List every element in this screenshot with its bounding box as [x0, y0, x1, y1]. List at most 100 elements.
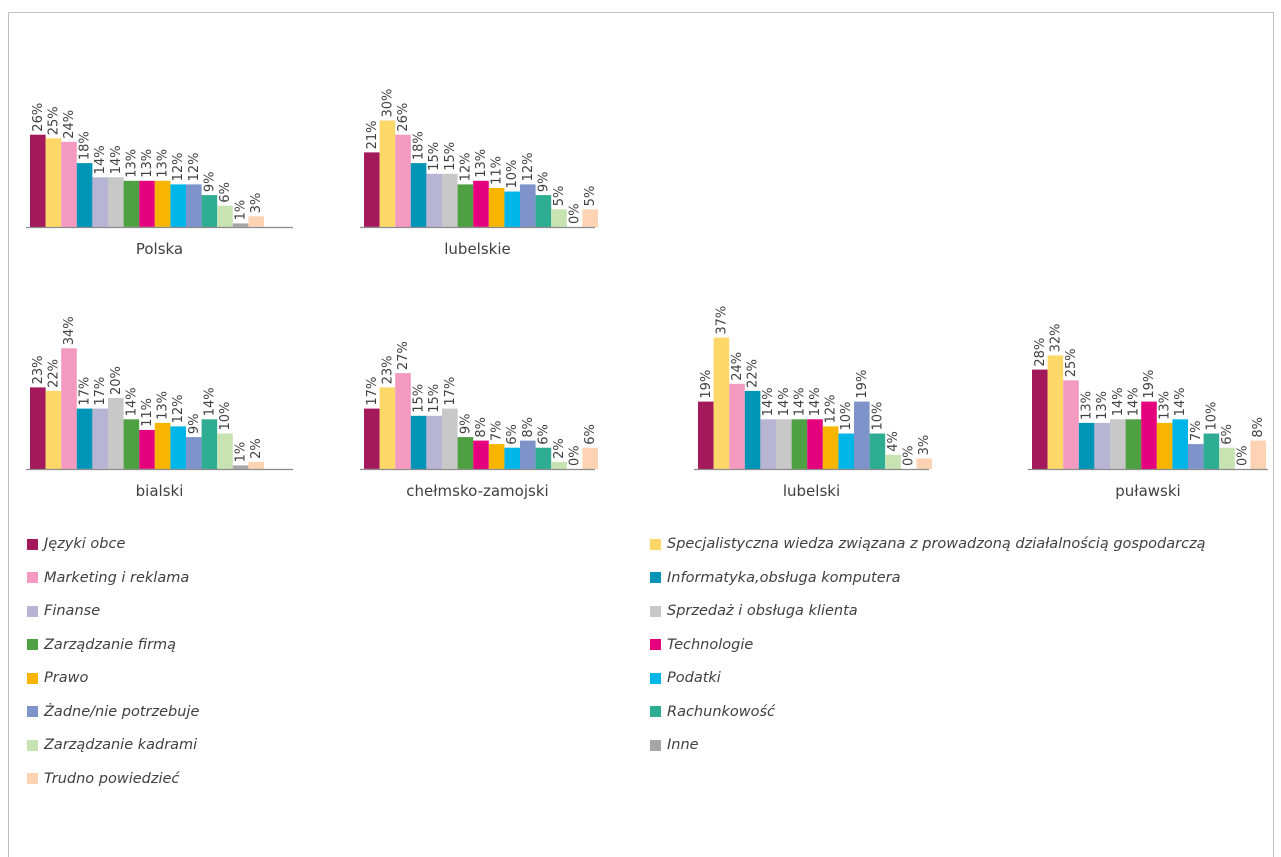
data-label: 13% — [1095, 391, 1110, 420]
data-label: 1% — [234, 442, 249, 463]
data-label: 8% — [474, 417, 489, 438]
data-label: 1% — [234, 200, 249, 221]
bar-specjalistyczna-wiedza-zwiazana-z-prowadzona-dzialalnoscia-gospodarcza — [379, 120, 396, 227]
bar-zarzadzanie-kadrami — [551, 461, 567, 469]
data-label: 9% — [187, 413, 202, 434]
data-label: 30% — [380, 89, 395, 118]
bar-zadne-nie-potrzebuje — [186, 437, 202, 469]
bar-trudno-powiedziec — [582, 209, 598, 228]
bar-zarzadzanie-kadrami — [217, 205, 233, 227]
data-label: 25% — [46, 106, 61, 135]
bar-informatyka-obsluga-komputera — [410, 415, 427, 470]
bar-rachunkowosc — [869, 433, 886, 469]
bar-sprzedaz-i-obsluga-klienta — [108, 177, 124, 227]
data-label: 25% — [1064, 348, 1079, 377]
bar-specjalistyczna-wiedza-zwiazana-z-prowadzona-dzialalnoscia-gospodarcza — [45, 138, 62, 228]
bar-jezyki-obce — [1032, 369, 1048, 469]
bar-marketing-i-reklama — [61, 141, 77, 227]
bar-marketing-i-reklama — [395, 373, 411, 469]
data-label: 18% — [78, 131, 93, 160]
data-label: 14% — [777, 387, 792, 416]
bar-specjalistyczna-wiedza-zwiazana-z-prowadzona-dzialalnoscia-gospodarcza — [713, 337, 730, 469]
data-label: 14% — [202, 387, 217, 416]
data-label: 26% — [396, 103, 411, 132]
data-label: 19% — [1142, 370, 1157, 399]
data-label: 0% — [1236, 445, 1251, 466]
chart-frame — [8, 12, 1274, 857]
bar-podatki — [838, 433, 854, 469]
data-label: 12% — [521, 152, 536, 181]
category-label: bialski — [136, 482, 184, 500]
bar-zarzadzanie-firma — [457, 437, 474, 469]
data-label: 13% — [124, 149, 139, 178]
data-label: 14% — [1111, 387, 1126, 416]
bar-zarzadzanie-firma — [1125, 419, 1142, 469]
bar-technologie — [1141, 401, 1157, 470]
data-label: 10% — [505, 160, 520, 189]
data-label: 6% — [536, 424, 551, 445]
bar-zarzadzanie-firma — [123, 180, 140, 227]
bar-prawo — [488, 444, 505, 469]
bar-podatki — [504, 191, 520, 227]
data-label: 19% — [699, 370, 714, 399]
data-label: 14% — [124, 387, 139, 416]
data-label: 20% — [109, 366, 124, 395]
data-label: 23% — [380, 355, 395, 384]
bar-specjalistyczna-wiedza-zwiazana-z-prowadzona-dzialalnoscia-gospodarcza — [379, 387, 396, 469]
data-label: 22% — [746, 359, 761, 388]
data-label: 10% — [839, 402, 854, 431]
bar-technologie — [473, 180, 489, 227]
data-label: 11% — [490, 156, 505, 185]
data-label: 32% — [1048, 323, 1063, 352]
data-label: 27% — [396, 341, 411, 370]
data-label: 15% — [443, 142, 458, 171]
data-label: 26% — [31, 103, 46, 132]
data-label: 24% — [730, 352, 745, 381]
category-label: puławski — [1115, 482, 1180, 500]
data-label: 17% — [443, 377, 458, 406]
data-label: 17% — [365, 377, 380, 406]
bar-prawo — [1156, 422, 1173, 469]
bar-informatyka-obsluga-komputera — [76, 408, 93, 469]
bar-trudno-powiedziec — [248, 216, 264, 227]
data-label: 12% — [824, 394, 839, 423]
category-label: lubelski — [783, 482, 840, 500]
bar-sprzedaz-i-obsluga-klienta — [442, 173, 458, 228]
bar-sprzedaz-i-obsluga-klienta — [108, 398, 124, 469]
bar-marketing-i-reklama — [1063, 380, 1079, 470]
data-label: 17% — [93, 377, 108, 406]
data-label: 13% — [474, 149, 489, 178]
data-label: 12% — [187, 152, 202, 181]
data-label: 14% — [792, 387, 807, 416]
data-label: 6% — [218, 182, 233, 203]
bar-marketing-i-reklama — [729, 383, 745, 469]
data-label: 8% — [1251, 417, 1266, 438]
category-label: chełmsko-zamojski — [406, 482, 548, 500]
data-label: 28% — [1033, 338, 1048, 367]
bar-zadne-nie-potrzebuje — [854, 401, 870, 470]
data-label: 13% — [156, 149, 171, 178]
bar-rachunkowosc — [1203, 433, 1220, 469]
data-label: 17% — [78, 377, 93, 406]
bar-informatyka-obsluga-komputera — [76, 163, 93, 227]
data-label: 15% — [412, 384, 427, 413]
data-label: 12% — [171, 152, 186, 181]
data-label: 14% — [93, 145, 108, 174]
data-label: 3% — [249, 193, 264, 214]
bar-finanse — [92, 177, 108, 227]
bar-zarzadzanie-firma — [791, 419, 808, 469]
data-label: 14% — [109, 145, 124, 174]
bar-prawo — [154, 422, 171, 469]
bar-rachunkowosc — [535, 447, 552, 469]
data-label: 23% — [31, 355, 46, 384]
bar-zarzadzanie-kadrami — [551, 209, 567, 228]
bar-jezyki-obce — [364, 152, 380, 227]
bar-rachunkowosc — [535, 195, 552, 227]
data-label: 7% — [1189, 420, 1204, 441]
data-label: 9% — [536, 171, 551, 192]
bar-sprzedaz-i-obsluga-klienta — [1110, 419, 1126, 469]
bar-technologie — [139, 180, 155, 227]
bar-finanse — [426, 173, 442, 228]
bar-inne — [232, 465, 249, 469]
